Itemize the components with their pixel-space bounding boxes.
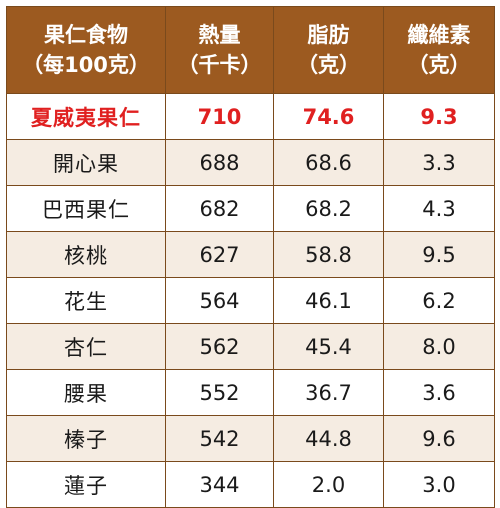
header-food-unit: （每100克）: [22, 53, 150, 77]
header-calories: 熱量 （千卡）: [165, 6, 274, 94]
cell-fat: 74.6: [273, 93, 384, 140]
header-food-title: 果仁食物: [44, 23, 128, 47]
cell-food-name: 花生: [6, 277, 166, 324]
table-row: 榛子 542 44.8 9.6: [6, 415, 495, 462]
header-fat-unit: （克）: [297, 53, 360, 77]
cell-fat: 45.4: [273, 323, 384, 370]
header-fiber-unit: （克）: [407, 53, 471, 77]
cell-fiber: 8.0: [383, 323, 495, 370]
cell-calories: 682: [165, 185, 274, 232]
table-row: 核桃 627 58.8 9.5: [6, 231, 495, 278]
header-calories-title: 熱量: [198, 23, 241, 47]
cell-fat: 46.1: [273, 277, 384, 324]
cell-fiber: 3.0: [383, 461, 495, 508]
cell-food-name: 開心果: [6, 139, 166, 186]
cell-food-name: 夏威夷果仁: [6, 93, 166, 140]
cell-fat: 68.2: [273, 185, 384, 232]
cell-fat: 36.7: [273, 369, 384, 416]
cell-fiber: 9.6: [383, 415, 495, 462]
cell-calories: 564: [165, 277, 274, 324]
table-row: 巴西果仁 682 68.2 4.3: [6, 185, 495, 232]
cell-fiber: 3.6: [383, 369, 495, 416]
header-fat: 脂肪 （克）: [273, 6, 384, 94]
cell-food-name: 核桃: [6, 231, 166, 278]
table-row: 腰果 552 36.7 3.6: [6, 369, 495, 416]
cell-calories: 688: [165, 139, 274, 186]
cell-fat: 68.6: [273, 139, 384, 186]
cell-calories: 627: [165, 231, 274, 278]
header-fiber: 纖維素 （克）: [383, 6, 495, 94]
table-header-row: 果仁食物 （每100克） 熱量 （千卡） 脂肪 （克） 纖維素 （克）: [6, 6, 495, 94]
header-fat-title: 脂肪: [307, 23, 350, 47]
cell-food-name: 腰果: [6, 369, 166, 416]
cell-food-name: 蓮子: [6, 461, 166, 508]
table-row-highlighted: 夏威夷果仁 710 74.6 9.3: [6, 93, 495, 140]
cell-food-name: 巴西果仁: [6, 185, 166, 232]
cell-fiber: 4.3: [383, 185, 495, 232]
cell-calories: 542: [165, 415, 274, 462]
cell-fiber: 9.3: [383, 93, 495, 140]
cell-calories: 562: [165, 323, 274, 370]
cell-fat: 58.8: [273, 231, 384, 278]
table-row: 花生 564 46.1 6.2: [6, 277, 495, 324]
cell-food-name: 榛子: [6, 415, 166, 462]
cell-fiber: 3.3: [383, 139, 495, 186]
cell-fiber: 9.5: [383, 231, 495, 278]
cell-food-name: 杏仁: [6, 323, 166, 370]
header-calories-unit: （千卡）: [177, 53, 262, 77]
table-row: 開心果 688 68.6 3.3: [6, 139, 495, 186]
cell-calories: 552: [165, 369, 274, 416]
cell-calories: 710: [165, 93, 274, 140]
table-row: 蓮子 344 2.0 3.0: [6, 461, 495, 508]
header-food: 果仁食物 （每100克）: [6, 6, 166, 94]
nut-nutrition-table: 果仁食物 （每100克） 熱量 （千卡） 脂肪 （克） 纖維素 （克）: [6, 6, 495, 508]
table-row: 杏仁 562 45.4 8.0: [6, 323, 495, 370]
header-fiber-title: 纖維素: [407, 23, 471, 47]
cell-fat: 44.8: [273, 415, 384, 462]
cell-fiber: 6.2: [383, 277, 495, 324]
